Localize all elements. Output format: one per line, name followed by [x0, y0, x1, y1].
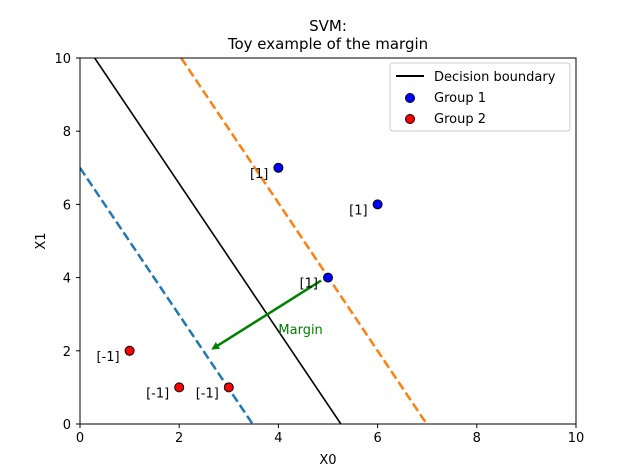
group-2-point — [124, 345, 135, 356]
decision-boundary-line — [94, 58, 342, 424]
x-tick-label: 2 — [175, 431, 183, 446]
x-tick-label: 8 — [473, 431, 481, 446]
chart-subtitle: Toy example of the margin — [227, 35, 428, 53]
y-tick-label: 8 — [63, 125, 71, 140]
y-tick-label: 2 — [63, 345, 71, 360]
point-label: [1] — [349, 203, 367, 218]
x-tick-label: 4 — [274, 431, 282, 446]
x-axis-label: X0 — [319, 453, 336, 468]
group-1-point — [372, 199, 383, 210]
chart-title: SVM: — [309, 17, 347, 35]
point-label: [1] — [250, 167, 268, 182]
point-label: [-1] — [96, 350, 119, 365]
plot-frame — [79, 57, 577, 425]
y-axis-label: X1 — [34, 232, 49, 249]
upper-margin-line — [180, 58, 428, 424]
legend: Decision boundary Group 1 Group 2 — [389, 62, 571, 132]
y-tick-label: 4 — [63, 272, 71, 287]
legend-marker-group-2 — [405, 114, 415, 124]
x-tick-label: 6 — [373, 431, 381, 446]
group-1-point — [273, 162, 284, 173]
legend-label-group-1: Group 1 — [434, 91, 486, 106]
legend-label-decision-boundary: Decision boundary — [434, 70, 556, 85]
margin-arrow — [211, 279, 322, 350]
legend-marker-group-1 — [405, 93, 415, 103]
point-label: [-1] — [146, 386, 169, 401]
group-2-point — [223, 382, 234, 393]
axes-layer: 0 2 4 6 8 10 0 2 4 6 8 10 — [54, 52, 584, 446]
annotation-layer: Margin — [211, 279, 323, 350]
x-tick-label: 0 — [76, 431, 84, 446]
y-tick-label: 10 — [54, 52, 71, 67]
group-1-point — [323, 272, 333, 283]
point-label: [1] — [300, 277, 318, 292]
x-tick-label: 10 — [568, 431, 585, 446]
legend-label-group-2: Group 2 — [434, 112, 486, 127]
y-tick-label: 0 — [63, 418, 71, 433]
group-2-point — [174, 382, 185, 393]
margin-annotation-label: Margin — [278, 323, 322, 338]
y-tick-label: 6 — [63, 198, 71, 213]
points-layer: [1] [1] [1] [-1] [-1] [-1] — [96, 162, 383, 401]
legend-box — [389, 62, 571, 132]
point-label: [-1] — [196, 386, 219, 401]
lines-layer — [80, 58, 428, 424]
